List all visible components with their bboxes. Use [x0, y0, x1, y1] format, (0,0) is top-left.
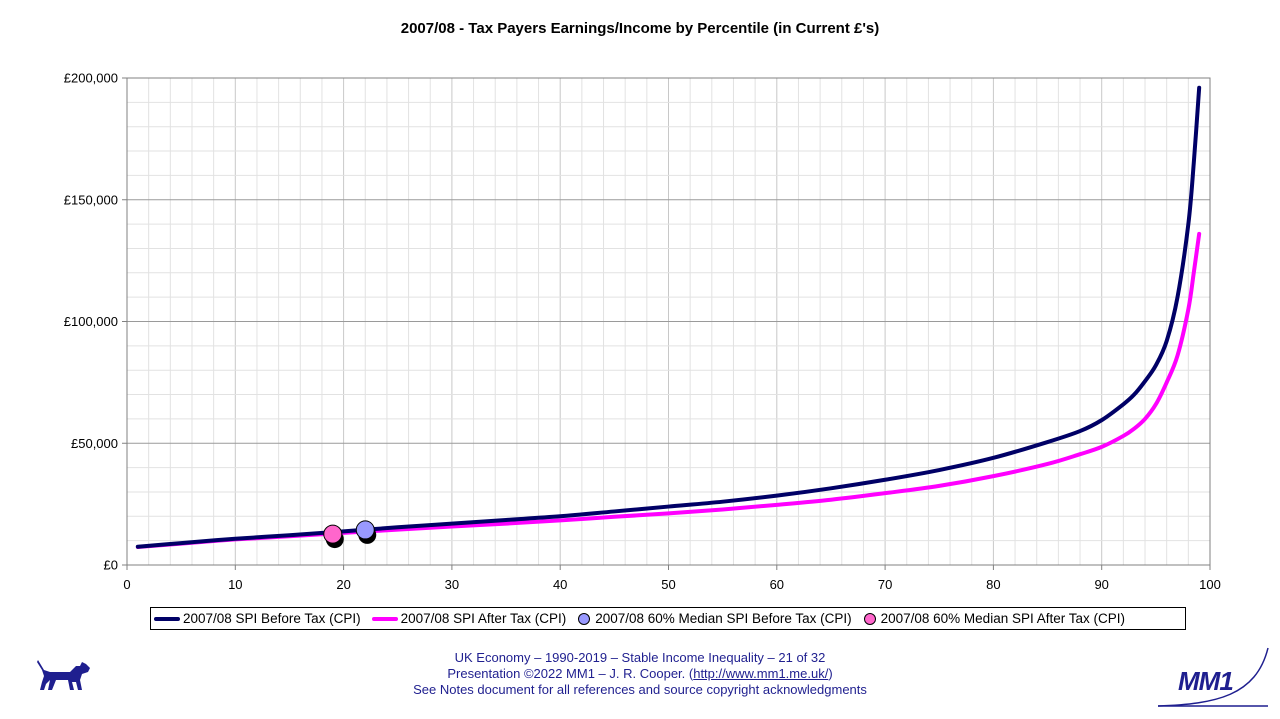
legend: 2007/08 SPI Before Tax (CPI) 2007/08 SPI…: [150, 607, 1186, 630]
legend-marker-median-before: [578, 612, 591, 625]
series-line-before-tax: [135, 85, 1202, 549]
y-tick-label: £50,000: [71, 436, 118, 451]
x-tick-label: 20: [336, 577, 350, 592]
y-axis: £0 £50,000 £100,000 £150,000 £200,000: [64, 71, 127, 573]
footer-line-2-prefix: Presentation ©2022 MM1 – J. R. Cooper. (: [447, 666, 694, 681]
y-tick-label: £100,000: [64, 314, 118, 329]
footer: UK Economy – 1990-2019 – Stable Income I…: [0, 650, 1280, 698]
x-tick-label: 70: [878, 577, 892, 592]
footer-line-3: See Notes document for all references an…: [413, 682, 867, 697]
legend-marker-median-after: [863, 612, 876, 625]
series: [135, 85, 1202, 549]
x-tick-label: 40: [553, 577, 567, 592]
series-line-after-tax: [135, 231, 1202, 549]
legend-swatch-after-tax: [371, 616, 398, 621]
median-marker-before-tax: [355, 520, 375, 540]
mm1-logo: MM1: [1157, 647, 1269, 707]
y-tick-label: £150,000: [64, 192, 118, 207]
x-tick-label: 50: [661, 577, 675, 592]
dog-icon: [37, 660, 90, 690]
legend-entry-before-tax[interactable]: 2007/08 SPI Before Tax (CPI): [151, 611, 361, 626]
x-tick-label: 10: [228, 577, 242, 592]
legend-label-median-after: 2007/08 60% Median SPI After Tax (CPI): [880, 611, 1125, 626]
chart-title: 2007/08 - Tax Payers Earnings/Income by …: [400, 20, 880, 37]
x-tick-label: 30: [445, 577, 459, 592]
footer-line-2-suffix: ): [828, 666, 833, 681]
x-tick-label: 60: [770, 577, 784, 592]
legend-label-after-tax: 2007/08 SPI After Tax (CPI): [400, 611, 567, 626]
legend-entry-median-after[interactable]: 2007/08 60% Median SPI After Tax (CPI): [860, 611, 1125, 626]
x-tick-label: 0: [123, 577, 130, 592]
y-tick-label: £0: [104, 558, 118, 573]
x-tick-label: 100: [1199, 577, 1221, 592]
legend-entry-median-before[interactable]: 2007/08 60% Median SPI Before Tax (CPI): [574, 611, 852, 626]
x-axis: 0 10 20 30 40 50 60 70 80 90 100: [123, 565, 1221, 592]
legend-label-median-before: 2007/08 60% Median SPI Before Tax (CPI): [595, 611, 852, 626]
legend-swatch-before-tax: [154, 616, 180, 621]
footer-line-2: Presentation ©2022 MM1 – J. R. Cooper. (…: [0, 666, 1280, 682]
legend-label-before-tax: 2007/08 SPI Before Tax (CPI): [183, 611, 361, 626]
y-tick-label: £200,000: [64, 71, 118, 86]
grid: [127, 78, 1210, 565]
footer-link[interactable]: http://www.mm1.me.uk/: [693, 666, 829, 681]
median-marker-after-tax: [323, 524, 343, 544]
footer-line-1: UK Economy – 1990-2019 – Stable Income I…: [454, 650, 826, 665]
svg-text:MM1: MM1: [1178, 666, 1233, 696]
x-tick-label: 90: [1094, 577, 1108, 592]
x-tick-label: 80: [986, 577, 1000, 592]
chart: £0 £50,000 £100,000 £150,000 £200,000 0 10 20 3…: [64, 71, 1221, 593]
legend-entry-after-tax[interactable]: 2007/08 SPI After Tax (CPI): [369, 611, 567, 626]
